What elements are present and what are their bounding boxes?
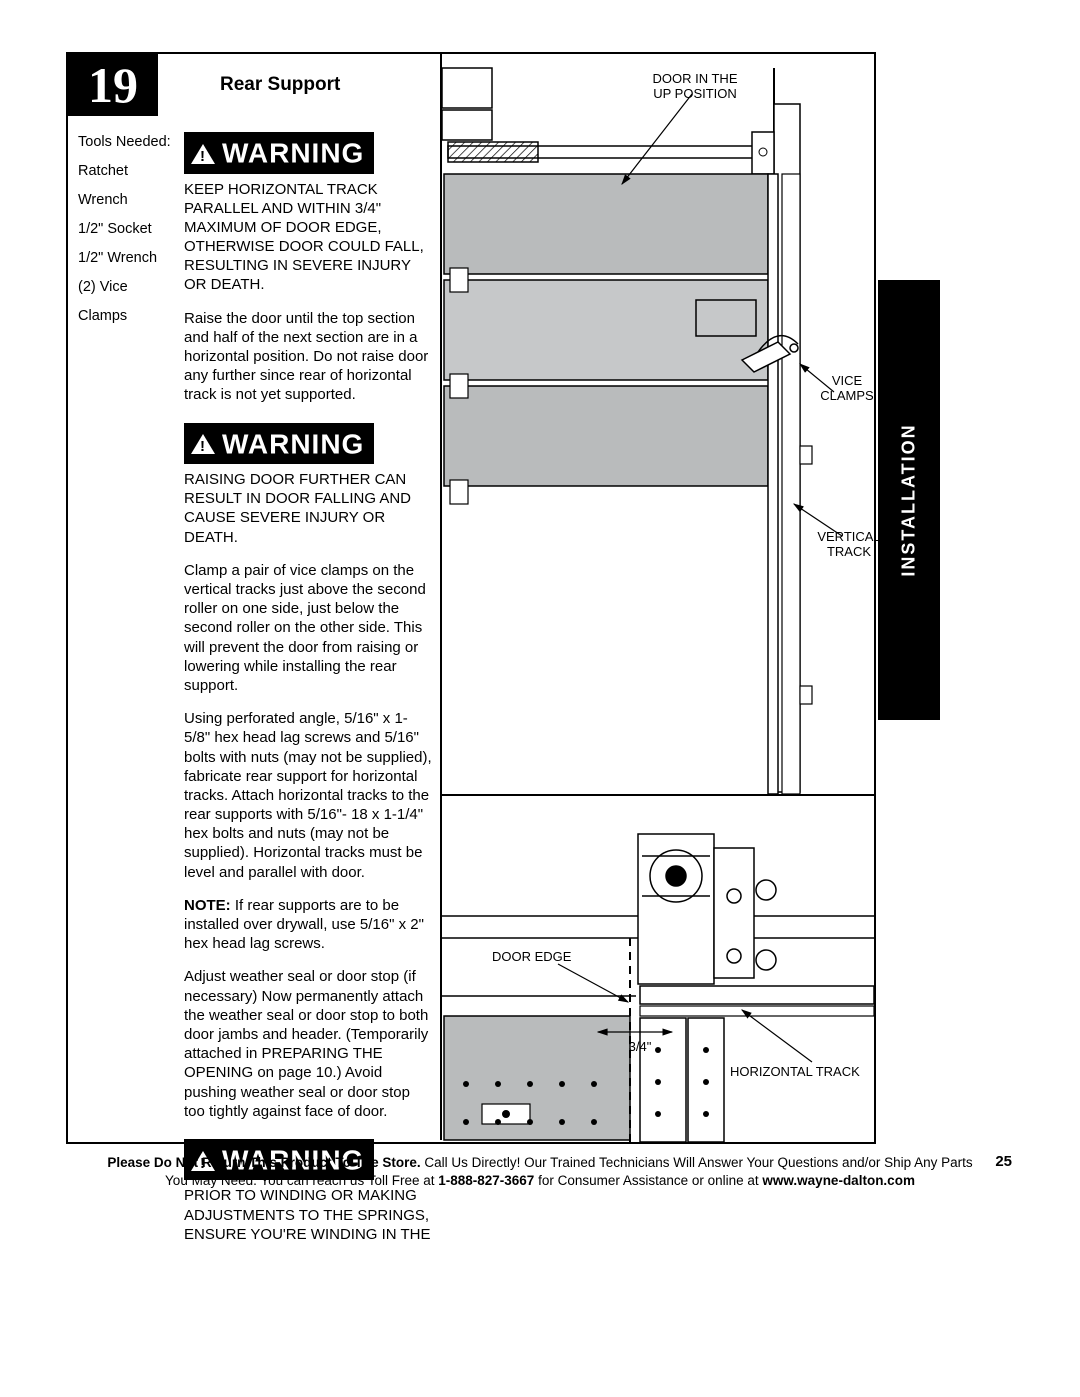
footer-url: www.wayne-dalton.com [762, 1173, 915, 1188]
tool-item: Ratchet Wrench [78, 157, 178, 215]
warning-1-text: KEEP HORIZONTAL TRACK PARALLEL AND WITHI… [184, 180, 432, 295]
diagram-top-view [442, 796, 874, 1142]
warning-badge-2: ! WARNING [184, 423, 374, 465]
paragraph-1: Raise the door until the top section and… [184, 309, 432, 405]
footer-bold-1: Please Do Not Return This Product To The… [107, 1155, 420, 1170]
section-tab-label: INSTALLATION [899, 423, 920, 576]
warning-label: WARNING [222, 138, 364, 169]
warning-2-text: RAISING DOOR FURTHER CAN RESULT IN DOOR … [184, 470, 432, 547]
paragraph-4: Adjust weather seal or door stop (if nec… [184, 967, 432, 1121]
tool-item: (2) Vice Clamps [78, 273, 178, 331]
footer-line2b: for Consumer Assistance or online at [534, 1173, 762, 1188]
label-vice-clamps: VICECLAMPS [812, 374, 882, 404]
diagram-door-up [442, 54, 874, 794]
footer: Please Do Not Return This Product To The… [60, 1154, 1020, 1190]
section-tab: INSTALLATION [878, 280, 940, 720]
label-door-edge: DOOR EDGE [492, 950, 582, 965]
step-title: Rear Support [220, 74, 340, 96]
note-label: NOTE: [184, 897, 231, 914]
footer-line-2: You May Need. You can reach us Toll Free… [60, 1172, 1020, 1190]
note: NOTE: If rear supports are to be install… [184, 896, 432, 954]
footer-phone: 1-888-827-3667 [438, 1173, 534, 1188]
step-number-box: 19 [68, 54, 158, 116]
diagram-2-svg [442, 796, 874, 1142]
step-number: 19 [88, 57, 138, 113]
tools-needed: Tools Needed: Ratchet Wrench 1/2" Socket… [78, 128, 178, 331]
warning-label: WARNING [222, 428, 364, 459]
label-three-quarter: 3/4" [620, 1040, 660, 1055]
page: INSTALLATION 19 Rear Support Tools Neede… [0, 0, 1080, 1397]
warning-3-text: PRIOR TO WINDING OR MAKING ADJUSTMENTS T… [184, 1186, 432, 1244]
diagram-1-svg [442, 54, 874, 794]
paragraph-2: Clamp a pair of vice clamps on the verti… [184, 561, 432, 695]
label-vertical-track: VERTICALTRACK [804, 530, 894, 560]
footer-line-1: Please Do Not Return This Product To The… [60, 1154, 1020, 1172]
warning-triangle-icon: ! [190, 143, 216, 165]
label-door-up: DOOR IN THEUP POSITION [635, 72, 755, 102]
warning-badge-1: ! WARNING [184, 132, 374, 174]
svg-text:!: ! [200, 148, 206, 165]
tools-heading: Tools Needed: [78, 128, 178, 157]
footer-line2a: You May Need. You can reach us Toll Free… [165, 1173, 438, 1188]
instruction-column: ! WARNING KEEP HORIZONTAL TRACK PARALLEL… [184, 128, 432, 1244]
svg-text:!: ! [200, 438, 206, 455]
page-number: 25 [995, 1153, 1012, 1170]
paragraph-3: Using perforated angle, 5/16" x 1-5/8" h… [184, 709, 432, 882]
tool-item: 1/2" Socket [78, 215, 178, 244]
label-horizontal-track: HORIZONTAL TRACK [730, 1065, 890, 1080]
tool-item: 1/2" Wrench [78, 244, 178, 273]
warning-triangle-icon: ! [190, 433, 216, 455]
footer-rest-1: Call Us Directly! Our Trained Technician… [421, 1155, 973, 1170]
